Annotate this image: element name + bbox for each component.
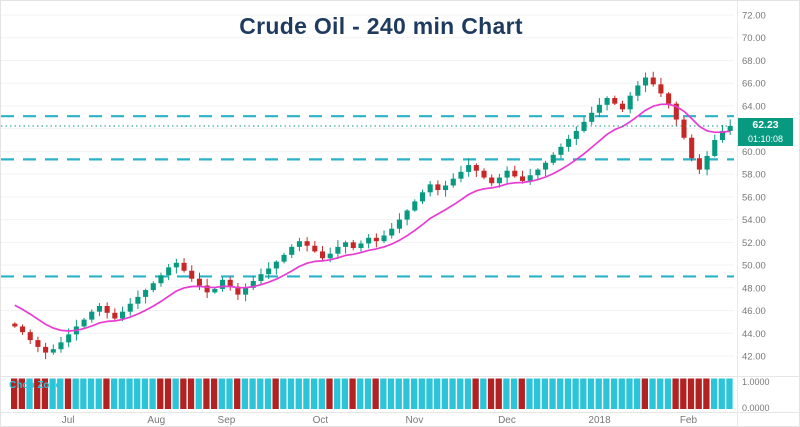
svg-text:56.00: 56.00 [742, 192, 766, 203]
last-price-label: 62.23 [738, 118, 793, 133]
grid-lines [1, 14, 734, 357]
svg-text:1.0000: 1.0000 [742, 377, 770, 387]
svg-text:Dec: Dec [498, 415, 516, 426]
time-axis[interactable]: Jul Aug Sep Oct Nov Dec 2018 Feb [62, 415, 698, 426]
indicator-label-chop-zone[interactable]: Chop Zone [9, 380, 62, 391]
svg-text:52.00: 52.00 [742, 238, 766, 249]
svg-text:68.00: 68.00 [742, 56, 766, 67]
svg-text:46.00: 46.00 [742, 306, 766, 317]
svg-text:64.00: 64.00 [742, 101, 766, 112]
svg-text:Jul: Jul [62, 415, 75, 426]
svg-text:54.00: 54.00 [742, 215, 766, 226]
svg-text:Aug: Aug [147, 415, 165, 426]
svg-text:Feb: Feb [680, 415, 698, 426]
bar-countdown-label: 01:10:08 [738, 133, 793, 146]
svg-text:2018: 2018 [588, 415, 611, 426]
svg-text:Sep: Sep [218, 415, 236, 426]
svg-text:58.00: 58.00 [742, 170, 766, 181]
price-axis[interactable]: 72.0070.0068.0066.0064.0062.0060.0058.00… [742, 11, 766, 363]
moving-average-line [14, 103, 731, 332]
support-resistance-lines[interactable] [1, 115, 734, 278]
svg-text:66.00: 66.00 [742, 79, 766, 90]
svg-text:Oct: Oct [313, 415, 329, 426]
svg-text:44.00: 44.00 [742, 329, 766, 340]
svg-text:72.00: 72.00 [742, 11, 766, 22]
svg-text:0.0000: 0.0000 [742, 403, 770, 413]
svg-text:60.00: 60.00 [742, 147, 766, 158]
candlestick-series [12, 71, 733, 360]
svg-text:48.00: 48.00 [742, 283, 766, 294]
svg-text:70.00: 70.00 [742, 33, 766, 44]
indicator-axis[interactable]: 1.0000 0.0000 [742, 377, 770, 413]
svg-text:42.00: 42.00 [742, 352, 766, 363]
svg-text:Nov: Nov [406, 415, 424, 426]
svg-text:50.00: 50.00 [742, 261, 766, 272]
chop-zone-bars [11, 378, 733, 409]
